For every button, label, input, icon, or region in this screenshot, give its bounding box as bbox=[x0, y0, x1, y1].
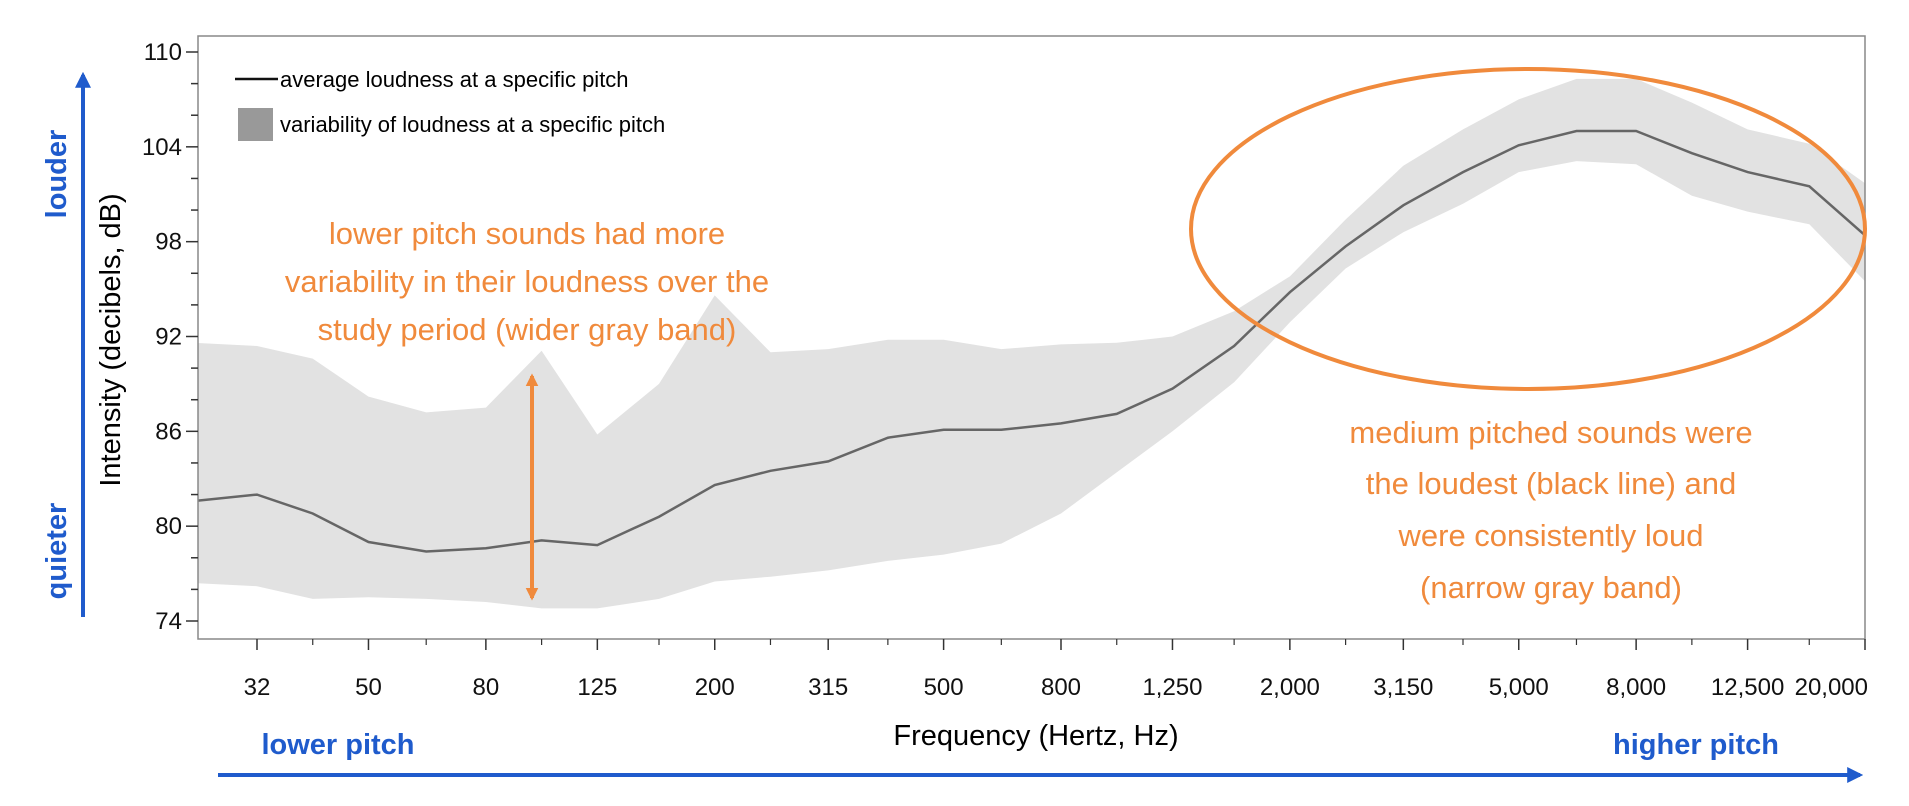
y-tick-label: 80 bbox=[155, 513, 182, 540]
x-tick-label: 32 bbox=[244, 674, 271, 701]
annotation-mid-pitch: medium pitched sounds were the loudest (… bbox=[1189, 67, 1867, 605]
legend-band-swatch bbox=[238, 108, 273, 141]
legend-label-variability: variability of loudness at a specific pi… bbox=[280, 112, 665, 137]
annotation-low-line-1: lower pitch sounds had more bbox=[329, 216, 725, 251]
average-loudness-line bbox=[198, 129, 1865, 553]
x-tick-label: 12,500 bbox=[1711, 674, 1784, 701]
x-tick-label: 8,000 bbox=[1606, 674, 1666, 701]
y-tick-label: 74 bbox=[155, 608, 182, 635]
annotation-mid-line-2: the loudest (black line) and bbox=[1366, 466, 1737, 501]
y-tick-label: 110 bbox=[144, 39, 182, 66]
x-tick-label: 315 bbox=[808, 674, 848, 701]
quieter-label: quieter bbox=[41, 503, 73, 600]
x-tick-label: 200 bbox=[695, 674, 735, 701]
y-tick-label: 104 bbox=[142, 134, 182, 161]
annotation-mid-line-4: (narrow gray band) bbox=[1420, 570, 1682, 605]
x-tick-label: 2,000 bbox=[1260, 674, 1320, 701]
lower-pitch-label: lower pitch bbox=[261, 729, 414, 761]
annotation-mid-line-1: medium pitched sounds were bbox=[1349, 415, 1752, 450]
y-tick-label: 92 bbox=[155, 324, 182, 351]
annotation-low-pitch: lower pitch sounds had more variability … bbox=[285, 216, 769, 601]
x-tick-label: 20,000 bbox=[1795, 674, 1868, 701]
y-tick-label: 98 bbox=[155, 229, 182, 256]
variability-band bbox=[198, 78, 1865, 609]
legend: average loudness at a specific pitch var… bbox=[235, 67, 665, 141]
loudness-direction-indicator: louder quieter bbox=[41, 71, 91, 617]
annotation-low-line-2: variability in their loudness over the bbox=[285, 264, 769, 299]
louder-label: louder bbox=[41, 130, 73, 219]
legend-label-average: average loudness at a specific pitch bbox=[280, 67, 629, 92]
y-axis-title: Intensity (decibels, dB) bbox=[95, 193, 127, 486]
x-tick-label: 800 bbox=[1041, 674, 1081, 701]
annotation-ellipse bbox=[1189, 67, 1867, 391]
x-tick-label: 80 bbox=[473, 674, 500, 701]
x-tick-label: 125 bbox=[577, 674, 617, 701]
x-axis-ticks: 32 50 80 125 200 315 500 800 1,250 2,000 3,150 5,00… bbox=[244, 639, 1868, 701]
higher-pitch-label: higher pitch bbox=[1613, 729, 1779, 761]
y-axis-ticks: 74 80 86 92 98 104 110 bbox=[142, 39, 198, 635]
y-tick-label: 86 bbox=[155, 418, 182, 445]
x-tick-label: 500 bbox=[924, 674, 964, 701]
x-tick-label: 5,000 bbox=[1489, 674, 1549, 701]
x-tick-label: 50 bbox=[355, 674, 382, 701]
annotation-mid-line-3: were consistently loud bbox=[1398, 518, 1704, 553]
plot-frame bbox=[197, 35, 1866, 640]
annotation-low-line-3: study period (wider gray band) bbox=[318, 312, 737, 347]
x-axis-title: Frequency (Hertz, Hz) bbox=[893, 720, 1178, 752]
pitch-direction-indicator: lower pitch higher pitch bbox=[218, 729, 1864, 783]
x-tick-label: 3,150 bbox=[1373, 674, 1433, 701]
x-tick-label: 1,250 bbox=[1142, 674, 1202, 701]
